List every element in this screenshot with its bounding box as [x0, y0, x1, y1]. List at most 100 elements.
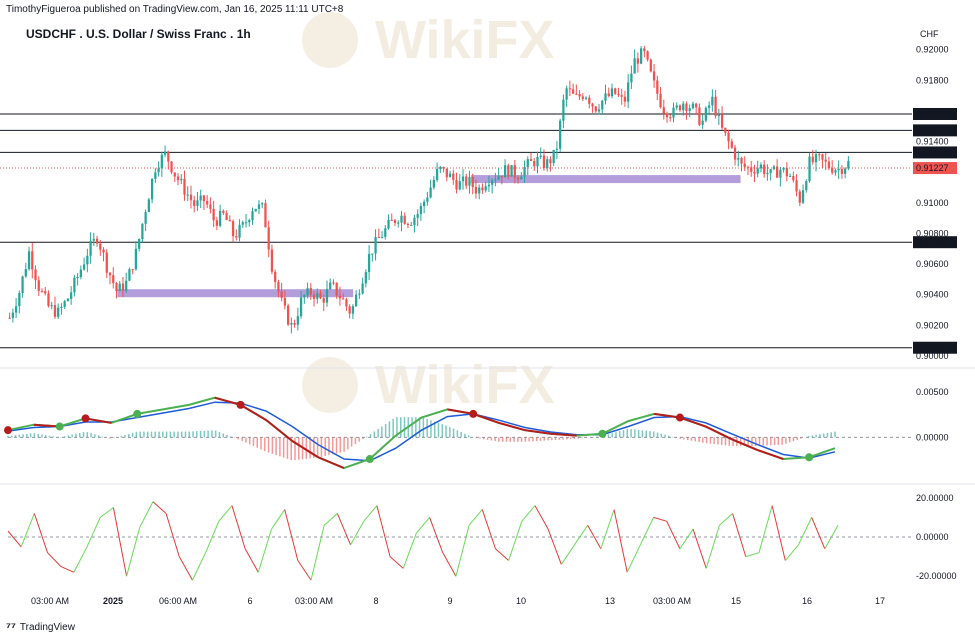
candle-body — [251, 211, 254, 221]
price-levels: 0.91580 0.91473 0.91329 0.90743 0.90054 0.912… — [0, 107, 957, 354]
candle-body — [374, 237, 377, 254]
level-price-label: 0.91473 — [916, 125, 949, 135]
level-price-badge — [913, 146, 957, 159]
candle-body — [393, 220, 397, 224]
time-axis-tick: 10 — [516, 596, 526, 606]
candle-body — [115, 283, 118, 292]
candle-body — [303, 295, 306, 298]
price-axis-tick: 0.91400 — [916, 137, 949, 147]
candle-body — [526, 159, 529, 168]
candle-body — [494, 179, 497, 181]
candle-body — [264, 203, 267, 228]
candle-body — [759, 164, 763, 169]
candle-body — [468, 177, 471, 186]
candle-body — [604, 93, 607, 101]
candle-body — [581, 96, 584, 99]
candle-body — [312, 294, 316, 299]
candle-body — [750, 167, 753, 172]
oscillator-line-segment — [771, 505, 786, 561]
candle-body — [766, 172, 769, 174]
candle-body — [591, 103, 594, 107]
chart-title: USDCHF . U.S. Dollar / Swiss Franc . 1h — [26, 27, 251, 41]
candle-body — [435, 168, 439, 180]
tradingview-logo-icon: ⁷⁷ — [6, 620, 16, 634]
oscillator-line-segment — [152, 501, 167, 514]
candle-body — [785, 167, 788, 177]
candle-body — [345, 299, 348, 307]
candle-body — [238, 224, 241, 238]
time-axis-tick: 03:00 AM — [295, 596, 333, 606]
candle-body — [410, 224, 413, 226]
time-axis-tick: 16 — [802, 596, 812, 606]
candle-body — [601, 100, 604, 110]
candle-body — [559, 120, 562, 149]
candle-body — [8, 317, 11, 319]
candle-body — [788, 175, 792, 177]
candle-body — [24, 269, 27, 277]
candle-body — [507, 165, 510, 177]
candle-body — [14, 306, 18, 313]
candle-body — [154, 172, 157, 179]
candle-body — [649, 59, 652, 72]
candle-body — [351, 306, 355, 314]
candle-body — [108, 272, 112, 276]
level-price-badge — [913, 341, 957, 354]
candle-body — [92, 238, 95, 241]
oscillator-line-segment — [139, 501, 154, 528]
oscillator-line-segment — [495, 548, 509, 561]
candle-body — [299, 297, 303, 317]
candle-body — [665, 113, 669, 118]
candle-body — [329, 282, 332, 290]
candle-body — [707, 105, 711, 108]
candle-body — [620, 95, 623, 97]
oscillator-line-segment — [416, 517, 430, 534]
candle-body — [484, 186, 487, 191]
candle-body — [652, 71, 656, 81]
candle-body — [403, 215, 406, 224]
oscillator-line-segment — [363, 505, 378, 522]
candle-body — [387, 219, 390, 229]
candle-body — [607, 93, 610, 97]
candle-body — [821, 154, 824, 160]
candle-body — [704, 107, 708, 121]
candle-body — [413, 217, 416, 225]
candle-body — [384, 228, 387, 237]
candle-body — [267, 227, 270, 250]
price-axis-tick: 0.92000 — [916, 45, 949, 55]
candle-body — [390, 219, 393, 221]
candle-body — [248, 220, 251, 223]
candle-body — [79, 269, 82, 277]
candle-body — [555, 148, 559, 150]
candle-body — [70, 292, 73, 299]
candle-body — [157, 168, 160, 173]
time-axis-tick: 06:00 AM — [159, 596, 197, 606]
candle-body — [542, 155, 546, 169]
oscillator-line-segment — [442, 552, 457, 577]
macd-line-down-segment — [679, 416, 707, 428]
macd-cross-point — [55, 422, 64, 431]
time-axis: 03:00 AM 2025 06:00 AM 6 03:00 AM 8 9 10 13 03:00… — [31, 596, 885, 606]
candle-body — [11, 312, 14, 318]
candle-body — [241, 222, 244, 225]
oscillator-line-segment — [547, 528, 562, 565]
candle-body — [355, 294, 358, 307]
candle-body — [445, 168, 448, 178]
candle-body — [322, 298, 325, 303]
candle-body — [565, 88, 568, 100]
time-axis-tick: 6 — [247, 596, 252, 606]
candle-body — [40, 290, 44, 292]
candle-body — [782, 167, 785, 170]
macd-line-down-segment — [524, 429, 551, 435]
oscillator-line-segment — [297, 560, 312, 581]
candle-body — [471, 177, 474, 188]
macd-cross-point — [805, 453, 814, 462]
oscillator-line-segment — [218, 505, 233, 522]
candle-body — [792, 175, 795, 181]
candle-body — [659, 93, 662, 108]
candle-body — [834, 170, 837, 173]
macd-line-down-segment — [757, 449, 784, 460]
candle-body — [701, 120, 704, 125]
candle-body — [66, 298, 70, 302]
candle-body — [814, 154, 818, 163]
